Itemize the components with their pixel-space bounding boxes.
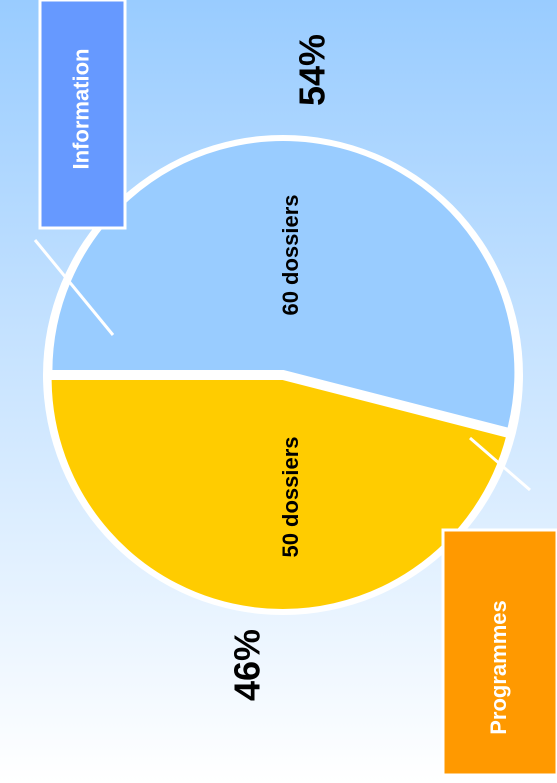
percent-label: 54% (292, 34, 333, 106)
legend-label: Programmes (486, 600, 511, 735)
count-label: 50 dossiers (278, 436, 303, 557)
pie-slice (47, 375, 511, 613)
legend-box (38, 0, 127, 230)
leader-line (33, 239, 115, 336)
legend-label: Information (68, 49, 93, 170)
leader-line (469, 436, 531, 492)
pie-slice (48, 137, 519, 433)
legend-box (441, 528, 557, 777)
count-label: 60 dossiers (278, 194, 303, 315)
percent-label: 46% (227, 629, 268, 701)
